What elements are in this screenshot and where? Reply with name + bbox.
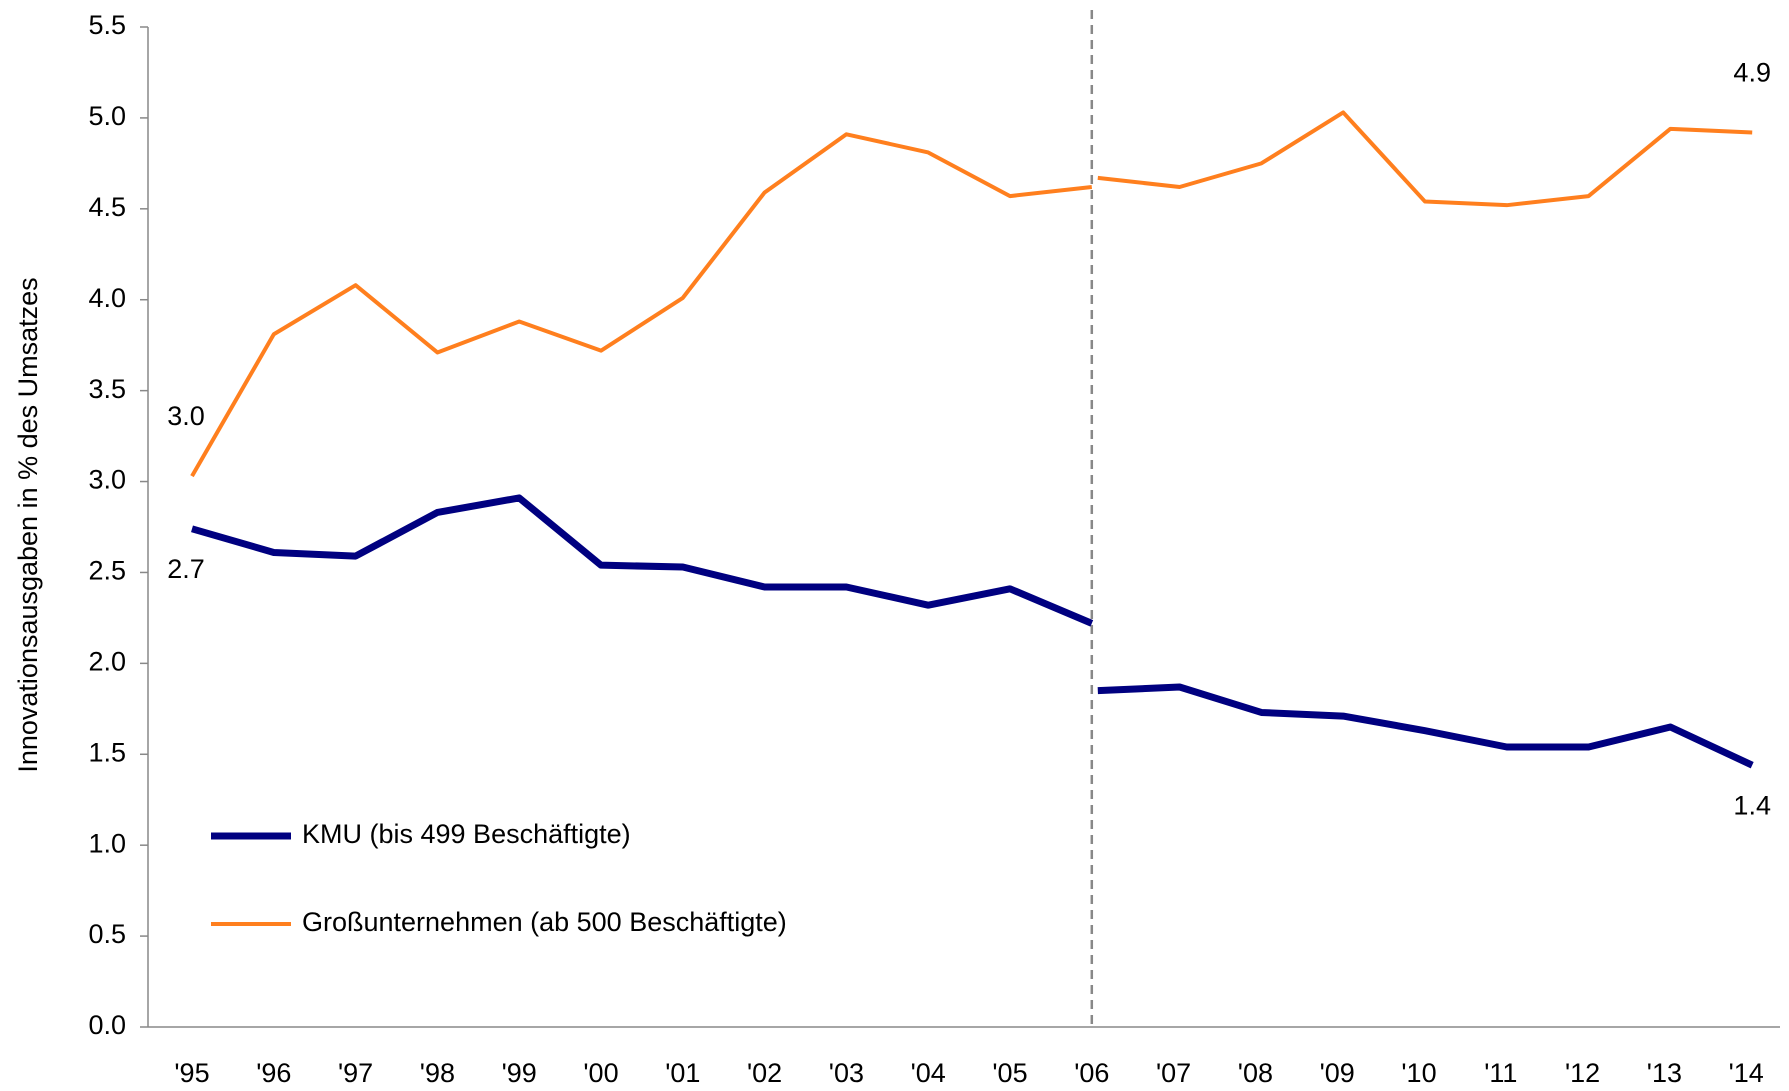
- x-tick-label: '05: [992, 1058, 1027, 1088]
- x-tick-label: '07: [1156, 1058, 1191, 1088]
- data-label: 2.7: [167, 554, 205, 584]
- x-tick-label: '14: [1729, 1058, 1764, 1088]
- series-line: [1097, 683, 1754, 769]
- x-tick-label: '97: [338, 1058, 373, 1088]
- x-tick-label: '10: [1401, 1058, 1436, 1088]
- x-tick-label: '98: [420, 1058, 455, 1088]
- series-line: [191, 494, 1094, 627]
- x-tick-label: '13: [1647, 1058, 1682, 1088]
- x-tick-label: '99: [502, 1058, 537, 1088]
- legend-label: KMU (bis 499 Beschäftigte): [302, 819, 631, 849]
- y-axis-label: Innovationsausgaben in % des Umsatzes: [13, 277, 43, 772]
- y-tick-label: 2.0: [88, 646, 126, 676]
- y-tick-label: 3.0: [88, 465, 126, 495]
- x-tick-label: '95: [174, 1058, 209, 1088]
- y-tick-label: 3.5: [88, 374, 126, 404]
- y-tick-label: 0.0: [88, 1010, 126, 1040]
- x-tick-label: '08: [1238, 1058, 1273, 1088]
- y-tick-label: 0.5: [88, 919, 126, 949]
- y-tick-label: 5.0: [88, 101, 126, 131]
- data-label: 1.4: [1733, 790, 1771, 820]
- y-tick-label: 2.5: [88, 556, 126, 586]
- x-tick-label: '09: [1320, 1058, 1355, 1088]
- x-tick-label: '00: [583, 1058, 618, 1088]
- legend-label: Großunternehmen (ab 500 Beschäftigte): [302, 907, 787, 937]
- y-tick-label: 5.5: [88, 10, 126, 40]
- x-tick-label: '01: [665, 1058, 700, 1088]
- x-tick-label: '06: [1074, 1058, 1109, 1088]
- x-tick-label: '03: [829, 1058, 864, 1088]
- x-tick-label: '02: [747, 1058, 782, 1088]
- x-tick-label: '04: [911, 1058, 946, 1088]
- y-tick-label: 4.5: [88, 192, 126, 222]
- y-tick-label: 4.0: [88, 283, 126, 313]
- x-tick-label: '96: [256, 1058, 291, 1088]
- y-tick-label: 1.0: [88, 828, 126, 858]
- x-tick-label: '11: [1484, 1058, 1517, 1088]
- y-tick-label: 1.5: [88, 737, 126, 767]
- series-line: [1097, 110, 1753, 208]
- data-label: 4.9: [1733, 58, 1771, 88]
- series-line: [190, 132, 1093, 478]
- data-label: 3.0: [167, 401, 205, 431]
- x-tick-label: '12: [1565, 1058, 1600, 1088]
